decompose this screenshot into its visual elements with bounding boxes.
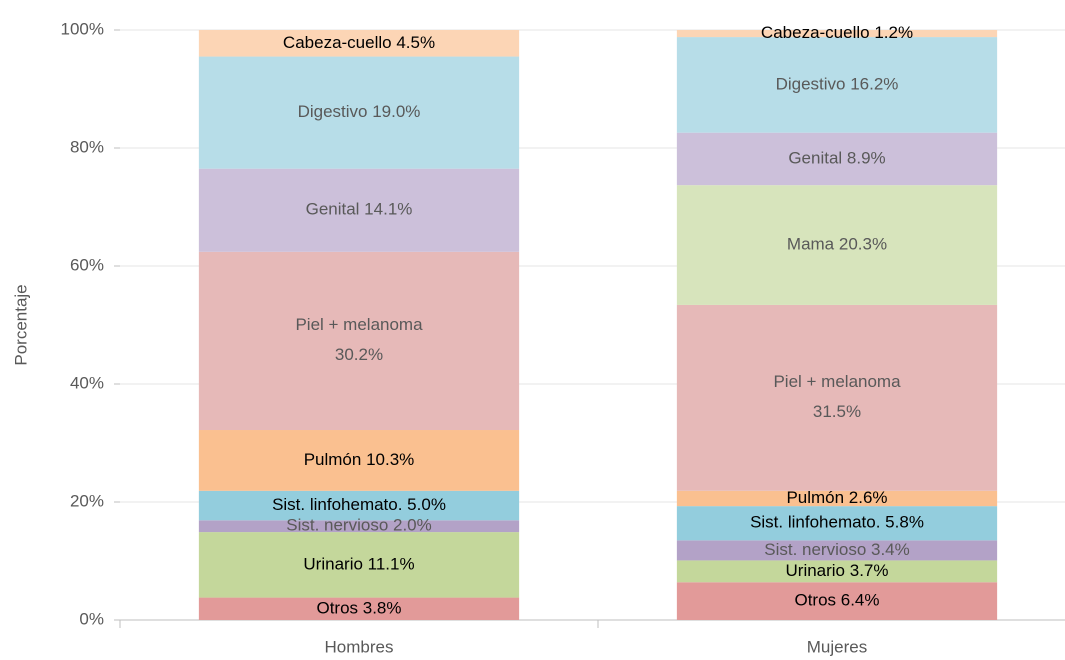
y-tick-label: 60% xyxy=(70,255,104,274)
data-label: Digestivo 16.2% xyxy=(776,74,899,93)
x-tick-label: Mujeres xyxy=(807,637,867,656)
data-label: Urinario 3.7% xyxy=(786,561,889,580)
data-label: Piel + melanoma 30.2% xyxy=(295,315,423,364)
y-tick-label: 20% xyxy=(70,491,104,510)
bar-segment xyxy=(198,56,520,169)
data-label: Otros 6.4% xyxy=(794,591,879,610)
data-label: Genital 14.1% xyxy=(306,200,413,219)
data-label: Otros 3.8% xyxy=(316,598,401,617)
data-label: Genital 8.9% xyxy=(788,148,885,167)
data-label: Sist. nervioso 2.0% xyxy=(286,516,432,535)
y-axis-label: Porcentaje xyxy=(11,284,30,365)
x-tick-label: Hombres xyxy=(325,637,394,656)
bar-segment xyxy=(198,251,520,431)
bar-segment xyxy=(198,532,520,598)
data-label: Sist. linfohemato. 5.0% xyxy=(272,495,446,514)
bar-segment xyxy=(676,490,998,507)
y-tick-label: 100% xyxy=(61,19,104,38)
bar-segment xyxy=(198,520,520,533)
bar-segment xyxy=(676,540,998,561)
data-label: Mama 20.3% xyxy=(787,235,887,254)
bar-segment xyxy=(676,582,998,620)
data-label: Sist. linfohemato. 5.8% xyxy=(750,513,924,532)
data-label: Cabeza-cuello 4.5% xyxy=(283,33,435,52)
bar-segment xyxy=(676,560,998,583)
data-label: Pulmón 2.6% xyxy=(786,488,887,507)
data-label: Cabeza-cuello 1.2% xyxy=(761,23,913,42)
data-label: Urinario 11.1% xyxy=(303,554,414,573)
bar-segment xyxy=(676,37,998,133)
y-tick-label: 0% xyxy=(79,609,104,628)
data-label: Piel + melanoma 31.5% xyxy=(773,372,901,421)
bar-segment xyxy=(198,168,520,252)
bar-segment xyxy=(198,490,520,521)
bar-segment xyxy=(676,30,998,38)
bar-segment xyxy=(198,430,520,491)
data-label: Digestivo 19.0% xyxy=(298,102,421,121)
bar-segment xyxy=(198,597,520,620)
y-tick-label: 80% xyxy=(70,137,104,156)
bar-segment xyxy=(676,304,998,491)
y-tick-label: 40% xyxy=(70,373,104,392)
bar-segment xyxy=(676,132,998,186)
bar-segment xyxy=(676,506,998,541)
bar-segment xyxy=(676,185,998,305)
data-label: Sist. nervioso 3.4% xyxy=(764,540,910,559)
data-label: Pulmón 10.3% xyxy=(304,450,415,469)
bar-segment xyxy=(198,30,520,57)
